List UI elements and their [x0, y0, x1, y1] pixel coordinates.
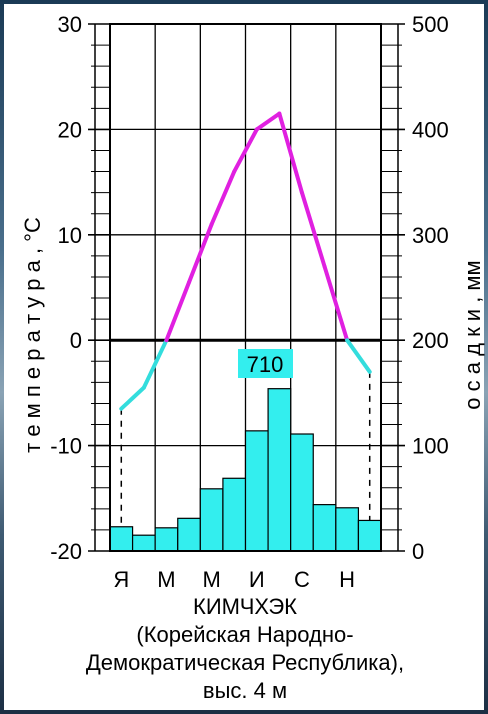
plot-frame: [109, 23, 382, 552]
temperature-tick-label: 20: [58, 117, 82, 142]
temperature-tick-label: 10: [58, 223, 82, 248]
temperature-segment: [209, 169, 237, 227]
temperature-segment: [299, 190, 327, 269]
temperature-segment: [322, 264, 350, 343]
temperature-segment: [254, 111, 282, 132]
precipitation-tick-label: 200: [412, 328, 449, 353]
temperature-axis: 30 20 10 0 -10 -20: [50, 12, 110, 564]
precipitation-axis: 500 400 300 200 100 0: [381, 12, 449, 564]
caption-line-1: (Корейская Народно-: [136, 622, 353, 647]
precip-bar: [357, 519, 382, 552]
precip-bar: [131, 534, 156, 552]
caption-line-3: выс. 4 м: [203, 678, 287, 703]
precip-bar: [267, 388, 292, 552]
temperature-tick-label: 0: [70, 328, 82, 353]
precip-bar: [222, 477, 247, 552]
annual-total-box: [238, 349, 293, 378]
temperature-axis-title: т е м п е р а т у р а , °С: [20, 217, 45, 453]
month-label: М: [202, 567, 220, 592]
precip-bar: [290, 433, 314, 552]
temperature-segment: [187, 222, 214, 285]
precipitation-tick-label: 500: [412, 12, 449, 37]
precipitation-tick-label: 0: [412, 539, 424, 564]
station-name: КИМЧХЭК: [193, 594, 297, 619]
month-label: М: [157, 567, 175, 592]
temperature-tick-label: -20: [50, 539, 82, 564]
temperature-segment: [232, 127, 259, 174]
month-label: Я: [113, 567, 129, 592]
temperature-segment: [277, 111, 304, 195]
month-label: И: [249, 567, 265, 592]
annual-total-label: 710: [238, 349, 293, 378]
annual-total-value: 710: [247, 352, 284, 377]
month-label: Н: [339, 567, 355, 592]
precip-bar: [154, 527, 179, 552]
temperature-tick-label: -10: [50, 434, 82, 459]
month-label: С: [294, 567, 310, 592]
precip-bar: [177, 517, 201, 552]
temperature-tick-label: 30: [58, 12, 82, 37]
caption-line-2: Демократическая Республика),: [86, 650, 404, 675]
temperature-segment: [345, 338, 372, 374]
precip-bar: [244, 430, 269, 552]
dashed-drop-lines: [120, 371, 371, 527]
precip-bar: [335, 507, 360, 552]
temperature-line: [119, 111, 372, 411]
precip-bar: [312, 504, 337, 552]
precip-bar: [199, 488, 224, 552]
precip-bar: [109, 526, 134, 552]
precipitation-tick-label: 300: [412, 223, 449, 248]
precipitation-tick-label: 100: [412, 434, 449, 459]
temperature-segment: [141, 338, 169, 390]
precipitation-tick-label: 400: [412, 117, 449, 142]
precipitation-axis-title: о с а д к и , мм: [460, 260, 485, 409]
temperature-segment: [164, 280, 192, 343]
temperature-segment: [119, 385, 146, 411]
